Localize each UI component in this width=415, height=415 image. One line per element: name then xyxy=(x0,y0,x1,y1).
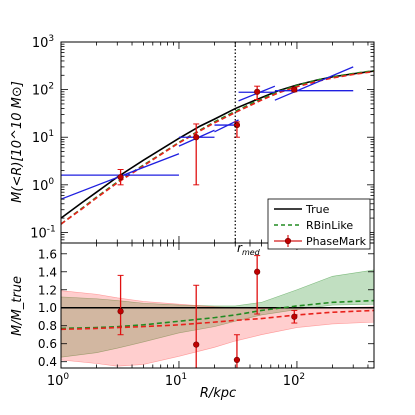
top-y-tick-label: 103 xyxy=(32,34,54,51)
top-y-axis-label: M(<R)[10^10 M⊙] xyxy=(10,81,25,203)
top-phasemark-point-1 xyxy=(193,134,200,141)
bottom-phasemark-point-3 xyxy=(254,268,261,275)
bottom-y-tick-label: 0.4 xyxy=(38,355,57,369)
top-phasemark-point-0 xyxy=(117,174,124,181)
top-y-tick-label: 101 xyxy=(32,129,54,146)
bottom-y-tick-label: 1.4 xyxy=(38,265,57,279)
top-y-tick-label: 10-1 xyxy=(30,224,56,241)
bottom-confidence-bands xyxy=(61,269,374,367)
band-phasemark xyxy=(61,290,374,367)
top-phasemark-point-3 xyxy=(254,88,261,95)
x-tick-label: 100 xyxy=(47,372,70,389)
ratio-line-phasemark xyxy=(61,309,374,331)
ratio-line-rbinlike xyxy=(61,299,374,330)
x-tick-label: 102 xyxy=(283,372,305,389)
rmed-label: rmed xyxy=(237,241,261,257)
top-phasemark-points xyxy=(117,85,298,186)
legend-phasemark-marker xyxy=(284,237,292,245)
top-phasemark-point-4 xyxy=(291,86,298,93)
bottom-y-axis-label: M/M_true xyxy=(10,276,25,336)
bottom-phasemark-point-4 xyxy=(291,313,298,320)
bin-4-slope xyxy=(274,66,354,101)
bottom-y-tick-label: 1.0 xyxy=(38,301,57,315)
bottom-phasemark-point-1 xyxy=(193,341,200,348)
band-rbinlike xyxy=(61,269,374,358)
mass-line-rbinlike xyxy=(61,69,374,225)
bottom-phasemark-point-0 xyxy=(117,308,124,315)
bottom-y-tick-label: 0.6 xyxy=(38,337,57,351)
top-rbinlike-bins xyxy=(61,66,354,200)
legend-phasemark-label: PhaseMark xyxy=(306,235,367,248)
top-y-tick-label: 100 xyxy=(32,177,55,194)
top-y-tick-label: 102 xyxy=(32,82,54,99)
mass-line-true xyxy=(61,70,374,219)
legend-rbinlike-label: RBinLike xyxy=(306,219,353,232)
legend: True RBinLike PhaseMark xyxy=(267,198,371,250)
bottom-axes-frame xyxy=(60,242,375,369)
bottom-y-tick-label: 1.6 xyxy=(38,247,57,261)
x-tick-label: 101 xyxy=(165,372,187,389)
x-axis-label: R/kpc xyxy=(200,386,236,401)
bottom-phasemark-points xyxy=(117,255,298,368)
bottom-phasemark-point-2 xyxy=(233,356,241,364)
bottom-y-tick-label: 0.8 xyxy=(38,319,57,333)
bottom-y-tick-label: 1.2 xyxy=(38,283,57,297)
legend-true-label: True xyxy=(305,203,330,216)
bottom-ratio-lines xyxy=(61,299,374,331)
